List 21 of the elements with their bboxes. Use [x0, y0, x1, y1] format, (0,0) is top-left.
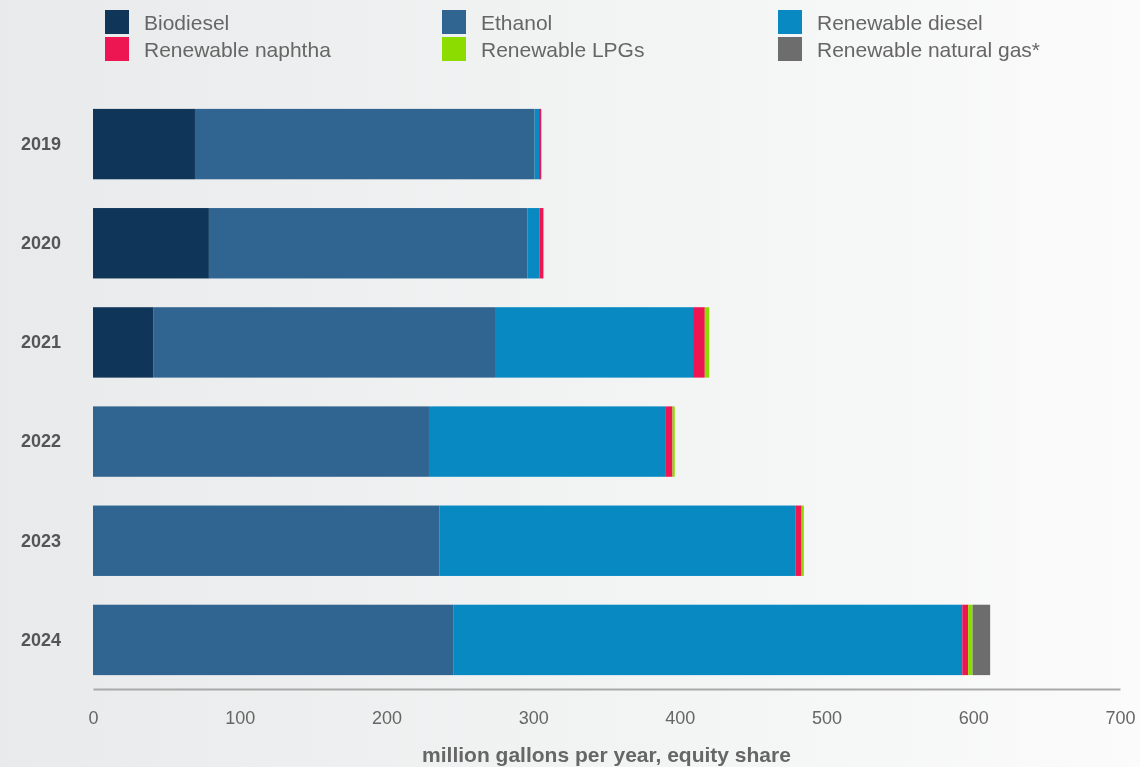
x-tick-label: 300: [518, 707, 549, 728]
legend-label: Renewable LPGs: [481, 38, 645, 61]
x-axis-title: million gallons per year, equity share: [422, 743, 791, 766]
legend-label: Renewable natural gas*: [817, 38, 1040, 61]
x-tick-label: 400: [665, 707, 696, 728]
legend-label: Biodiesel: [144, 11, 230, 34]
y-tick-label: 2021: [20, 332, 61, 353]
x-tick-label: 200: [371, 707, 402, 728]
y-tick-label: 2019: [20, 133, 61, 154]
x-tick-label: 0: [88, 707, 99, 728]
legend-label: Renewable diesel: [817, 11, 983, 34]
y-tick-label: 2023: [20, 530, 61, 551]
y-tick-label: 2024: [20, 629, 61, 650]
y-tick-label: 2022: [20, 431, 61, 452]
x-tick-label: 700: [1105, 707, 1136, 728]
x-tick-label: 600: [958, 707, 989, 728]
x-tick-label: 500: [812, 707, 843, 728]
legend-label: Renewable naphtha: [144, 38, 332, 61]
y-tick-label: 2020: [20, 233, 61, 254]
legend-label: Ethanol: [481, 11, 553, 34]
x-tick-label: 100: [225, 707, 256, 728]
